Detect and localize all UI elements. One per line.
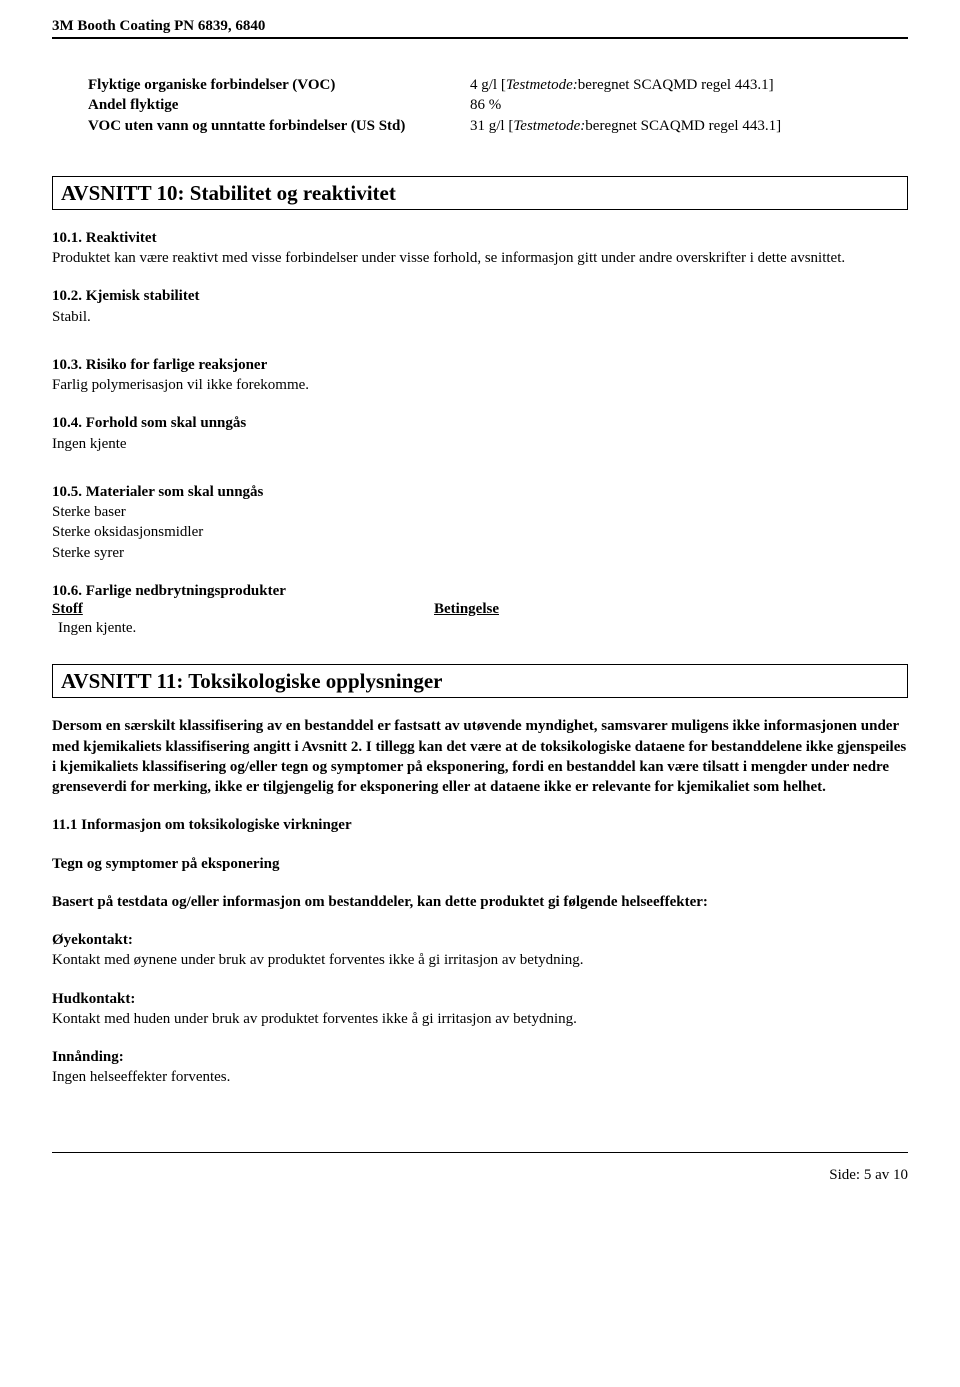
section-10-5-line: Sterke syrer bbox=[52, 543, 908, 563]
section-11-intro: Dersom en særskilt klassifisering av en … bbox=[52, 716, 908, 797]
testdata-heading: Basert på testdata og/eller informasjon … bbox=[52, 892, 908, 912]
inhalation-body: Ingen helseeffekter forventes. bbox=[52, 1067, 908, 1087]
section-10-6-heading: 10.6. Farlige nedbrytningsprodukter bbox=[52, 581, 908, 601]
signs-symptoms-heading: Tegn og symptomer på eksponering bbox=[52, 854, 908, 874]
voc-properties-block: Flyktige organiske forbindelser (VOC) 4 … bbox=[88, 75, 908, 136]
voc-label: VOC uten vann og unntatte forbindelser (… bbox=[88, 116, 470, 136]
value-text: 31 g/l [ bbox=[470, 118, 513, 134]
voc-value: 31 g/l [Testmetode:beregnet SCAQMD regel… bbox=[470, 116, 908, 136]
voc-value: 86 % bbox=[470, 95, 908, 115]
section-10-5-line: Sterke oksidasjonsmidler bbox=[52, 522, 908, 542]
section-10-1-heading: 10.1. Reaktivitet bbox=[52, 228, 908, 248]
skin-contact-heading: Hudkontakt: bbox=[52, 989, 908, 1009]
section-10-4-body: Ingen kjente bbox=[52, 434, 908, 454]
document-header: 3M Booth Coating PN 6839, 6840 bbox=[52, 18, 908, 35]
section-10-5-heading: 10.5. Materialer som skal unngås bbox=[52, 482, 908, 502]
value-text: 4 g/l [ bbox=[470, 77, 506, 93]
breakdown-col-condition: Betingelse bbox=[434, 601, 499, 617]
section-10-1-body: Produktet kan være reaktivt med visse fo… bbox=[52, 248, 908, 268]
section-10-title: AVSNITT 10: Stabilitet og reaktivitet bbox=[52, 176, 908, 210]
section-10-2-heading: 10.2. Kjemisk stabilitet bbox=[52, 286, 908, 306]
inhalation-heading: Innånding: bbox=[52, 1047, 908, 1067]
value-italic: Testmetode: bbox=[513, 118, 585, 134]
voc-value: 4 g/l [Testmetode:beregnet SCAQMD regel … bbox=[470, 75, 908, 95]
eye-contact-body: Kontakt med øynene under bruk av produkt… bbox=[52, 950, 908, 970]
eye-contact-heading: Øyekontakt: bbox=[52, 930, 908, 950]
section-11-1-heading: 11.1 Informasjon om toksikologiske virkn… bbox=[52, 815, 908, 835]
breakdown-table-header: Stoff Betingelse bbox=[52, 601, 908, 618]
value-text: beregnet SCAQMD regel 443.1] bbox=[578, 77, 774, 93]
value-text: beregnet SCAQMD regel 443.1] bbox=[585, 118, 781, 134]
section-10-3-body: Farlig polymerisasjon vil ikke forekomme… bbox=[52, 375, 908, 395]
page-footer: Side: 5 av 10 bbox=[52, 1153, 908, 1188]
skin-contact-body: Kontakt med huden under bruk av produkte… bbox=[52, 1009, 908, 1029]
voc-label: Andel flyktige bbox=[88, 95, 470, 115]
value-text: 86 % bbox=[470, 97, 501, 113]
section-10-2-body: Stabil. bbox=[52, 307, 908, 327]
header-rule bbox=[52, 37, 908, 39]
section-10-3-heading: 10.3. Risiko for farlige reaksjoner bbox=[52, 355, 908, 375]
voc-label: Flyktige organiske forbindelser (VOC) bbox=[88, 75, 470, 95]
breakdown-body: Ingen kjente. bbox=[58, 618, 908, 638]
voc-row: Flyktige organiske forbindelser (VOC) 4 … bbox=[88, 75, 908, 95]
section-10-5-line: Sterke baser bbox=[52, 502, 908, 522]
section-10-4-heading: 10.4. Forhold som skal unngås bbox=[52, 413, 908, 433]
value-italic: Testmetode: bbox=[506, 77, 578, 93]
breakdown-col-substance: Stoff bbox=[52, 601, 83, 617]
voc-row: VOC uten vann og unntatte forbindelser (… bbox=[88, 116, 908, 136]
section-11-title: AVSNITT 11: Toksikologiske opplysninger bbox=[52, 664, 908, 698]
voc-row: Andel flyktige 86 % bbox=[88, 95, 908, 115]
